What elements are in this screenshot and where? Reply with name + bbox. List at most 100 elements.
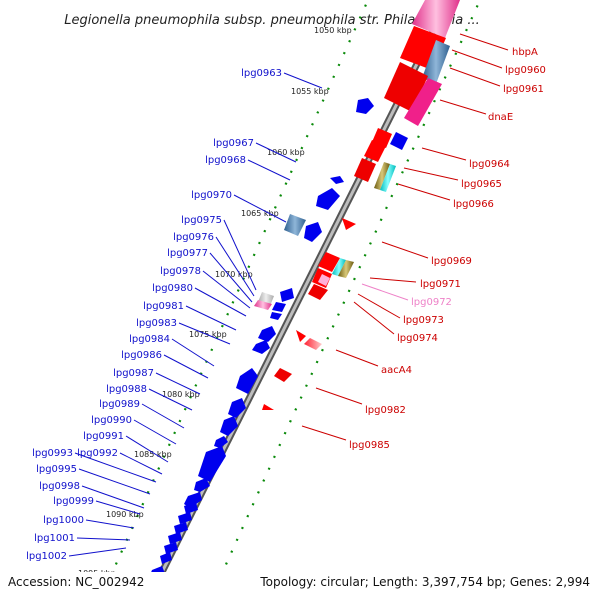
gene-label-left: lpg0998	[39, 481, 80, 492]
left-gene-labels: lpg0963 lpg0967 lpg0968 lpg0970 lpg0975 …	[26, 68, 323, 562]
right-gene-labels: hbpA lpg0960 lpg0961 dnaE lpg0964 lpg096…	[301, 33, 546, 451]
kbp-label: 1060 kbp	[267, 148, 305, 157]
gene-label-right: dnaE	[488, 112, 513, 123]
gene-arrow-lpg0983	[252, 340, 270, 354]
gene-label-right: hbpA	[512, 47, 538, 58]
gene-arrow-lpg1002	[160, 552, 172, 564]
gene-arrow-lpg0961	[422, 40, 450, 84]
gene-label-left: lpg0983	[136, 318, 177, 329]
gene-arrow-lpg1000-b	[174, 522, 188, 534]
gene-label-right: lpg0961	[503, 84, 544, 95]
gene-arrow-lpg0993	[198, 446, 226, 482]
gene-label-left: lpg0967	[213, 138, 254, 149]
gene-arrow-lpg0974	[308, 284, 328, 300]
gene-arrow-lpg0967	[330, 176, 344, 184]
gene-label-left: lpg0977	[167, 248, 208, 259]
kbp-scale-labels: 1050 kbp 1055 kbp 1060 kbp 1065 kbp 1070…	[78, 26, 352, 578]
gene-label-left: lpg0963	[241, 68, 282, 79]
gene-arrow-lpg0990	[220, 416, 238, 436]
reverse-strand-features	[148, 98, 374, 584]
gene-arrow-lpg0968	[316, 188, 340, 210]
gene-arrow-lpg0966-b	[380, 164, 396, 192]
gene-arrow-lpg0999	[184, 502, 198, 514]
gene-arrow-lpg0963	[356, 98, 374, 114]
gene-arrow-aacA4	[296, 330, 306, 342]
gene-arrow-lpg0975	[280, 288, 294, 302]
gene-label-left: lpg1002	[26, 551, 67, 562]
gene-arrow-lpg0966	[374, 162, 390, 190]
topology-text: Topology: circular; Length: 3,397,754 bp…	[259, 575, 590, 589]
kbp-label: 1055 kbp	[291, 87, 329, 96]
gene-arrow-lpg0965	[354, 158, 376, 182]
gene-arrow-lpg0985	[262, 404, 274, 410]
gene-label-right: lpg0966	[453, 199, 494, 210]
gene-arrow-lpg0980	[270, 312, 282, 320]
gene-label-left: lpg0986	[121, 350, 162, 361]
gene-label-right: lpg0965	[461, 179, 502, 190]
gene-label-left: lpg0968	[205, 155, 246, 166]
gene-arrow-lpg0998	[184, 492, 202, 508]
gene-arrow-lpg0972	[332, 258, 346, 276]
gene-arrow-blue-a	[390, 132, 408, 150]
gene-label-left: lpg0984	[129, 334, 170, 345]
accession-text: Accession: NC_002942	[8, 575, 144, 589]
gene-label-right: lpg0985	[349, 440, 390, 451]
gene-label-right-pseudo: lpg0972	[411, 297, 452, 308]
kbp-label: 1050 kbp	[314, 26, 352, 35]
gene-label-right: lpg0971	[420, 279, 461, 290]
gene-label-left: lpg0989	[99, 399, 140, 410]
gene-arrow-lpg0971	[318, 252, 340, 272]
gene-label-left: lpg0992	[77, 448, 118, 459]
gene-label-left: lpg0980	[152, 283, 193, 294]
gene-arrow-lpg0981	[258, 326, 276, 342]
gene-label-right: lpg0960	[505, 65, 546, 76]
gene-label-left: lpg0990	[91, 415, 132, 426]
gene-label-left: lpg0988	[106, 384, 147, 395]
gene-label-left: lpg0976	[173, 232, 214, 243]
map-title: Legionella pneumophila subsp. pneumophil…	[64, 13, 480, 28]
gene-arrow-lpg0978	[272, 302, 286, 312]
gene-label-right: lpg0973	[403, 315, 444, 326]
gene-label-left: lpg0975	[181, 215, 222, 226]
gene-arrow-lpg0989	[228, 398, 246, 418]
gene-arrow-lpg1001	[168, 532, 182, 544]
gene-label-right: lpg0982	[365, 405, 406, 416]
kbp-label: 1080 kbp	[162, 390, 200, 399]
tick-ruler-left	[98, 0, 370, 600]
gene-arrow-lpg1001-b	[164, 542, 178, 554]
gene-label-left: lpg0981	[143, 301, 184, 312]
gene-label-left: lpg0999	[53, 496, 94, 507]
kbp-label: 1070 kbp	[215, 270, 253, 279]
gene-arrow-lpg0995	[194, 478, 210, 492]
gene-label-left: lpg0991	[83, 431, 124, 442]
gene-arrow-pink-a	[318, 274, 330, 286]
gene-arrow-lpg0970-b	[304, 222, 322, 242]
gene-arrow-lpg0977	[254, 300, 272, 310]
kbp-label: 1085 kbp	[134, 450, 172, 459]
gene-label-left: lpg0995	[36, 464, 77, 475]
gene-arrow-dnaE-pink	[404, 78, 442, 126]
gene-label-left: lpg0970	[191, 190, 232, 201]
gene-arrow-aacA4-b	[304, 338, 322, 350]
gene-label-right: lpg0969	[431, 256, 472, 267]
kbp-label: 1065 kbp	[241, 209, 279, 218]
gene-arrow-lpg0982	[274, 368, 292, 382]
gene-arrow-lpg0986	[236, 368, 258, 394]
gene-label-right: lpg0964	[469, 159, 510, 170]
gene-label-right: lpg0974	[397, 333, 438, 344]
gene-label-left: lpg0978	[160, 266, 201, 277]
gene-label-left: lpg1001	[34, 533, 75, 544]
gene-label-left: lpg1000	[43, 515, 84, 526]
gene-arrow-hbpA	[412, 0, 460, 38]
gene-arrow-lpg1000	[178, 512, 192, 524]
kbp-label: 1090 kbp	[106, 510, 144, 519]
gene-label-right: aacA4	[381, 365, 412, 376]
gene-arrow-lpg0970	[284, 214, 306, 236]
gene-arrow-lpg0992	[214, 436, 228, 448]
gene-arrow-lpg0964	[364, 140, 386, 162]
footer-bar	[0, 572, 600, 600]
forward-strand-features	[262, 0, 460, 410]
gene-arrow-lpg0972-b	[338, 260, 354, 278]
gene-label-left: lpg0993	[32, 448, 73, 459]
